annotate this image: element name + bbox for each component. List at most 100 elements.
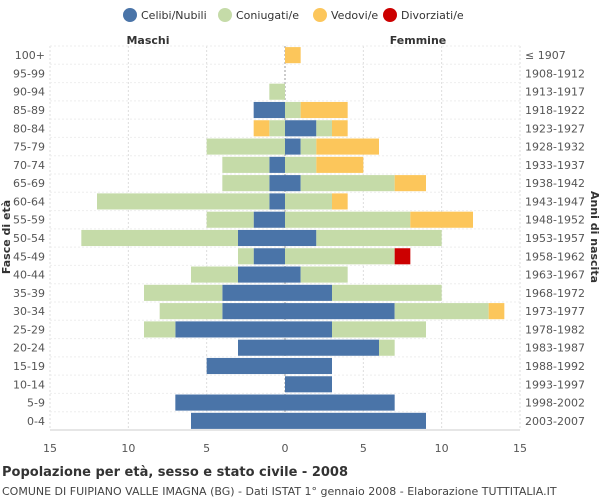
birth-year-labels: ≤ 1907 1908-1912 1913-1917 1918-1922 1923-19…: [525, 49, 585, 428]
bar-female-nubili-19: [285, 394, 395, 411]
bar-female-coniugate-12: [300, 266, 348, 283]
bar-female-coniugate-14: [394, 303, 489, 320]
birth-year-label-4: 1923-1927: [525, 122, 585, 135]
bar-male-celibi-10: [238, 229, 285, 247]
age-label-7: 65-69: [13, 177, 45, 190]
age-label-5: 75-79: [13, 141, 45, 154]
bar-female-vedove-8: [332, 193, 348, 210]
bar-male-coniugati-12: [191, 266, 238, 283]
age-label-8: 60-64: [13, 195, 45, 208]
age-label-0: 100+: [15, 49, 45, 62]
bar-male-coniugati-13: [144, 284, 223, 301]
age-label-14: 30-34: [13, 305, 45, 318]
bar-male-coniugati-11: [238, 248, 254, 265]
birth-year-label-7: 1938-1942: [525, 177, 585, 190]
bar-female-vedove-4: [332, 120, 348, 137]
x-tick-label-2: 5: [203, 442, 210, 455]
bar-female-coniugate-9: [285, 211, 411, 228]
birth-year-label-18: 1993-1997: [525, 378, 585, 391]
chart-title: Popolazione per età, sesso e stato civil…: [2, 465, 348, 480]
bar-female-vedove-7: [394, 175, 426, 192]
birth-year-label-11: 1958-1962: [525, 250, 585, 263]
bar-male-celibi-19: [175, 394, 285, 411]
females-label: Femmine: [390, 34, 447, 47]
bar-male-coniugati-6: [222, 156, 270, 173]
birth-year-label-5: 1928-1932: [525, 141, 585, 154]
bar-male-coniugati-5: [206, 138, 285, 155]
x-tick-label-3: 0: [282, 442, 289, 455]
bar-female-nubili-16: [285, 339, 379, 356]
x-tick-label-5: 10: [435, 442, 449, 455]
birth-year-label-14: 1973-1977: [525, 305, 585, 318]
bar-female-coniugate-4: [316, 120, 332, 137]
age-label-12: 40-44: [13, 269, 45, 282]
bar-male-coniugati-8: [97, 193, 270, 210]
age-label-6: 70-74: [13, 159, 45, 172]
birth-year-label-13: 1968-1972: [525, 287, 585, 300]
age-label-4: 80-84: [13, 122, 45, 135]
legend-label-1: Coniugati/e: [236, 9, 299, 22]
x-tick-label-0: 15: [43, 442, 57, 455]
bar-female-nubili-5: [285, 138, 301, 155]
birth-year-label-15: 1978-1982: [525, 323, 585, 336]
legend-label-3: Divorziati/e: [401, 9, 464, 22]
birth-year-label-10: 1953-1957: [525, 232, 585, 245]
bar-female-vedove-3: [300, 101, 348, 119]
bar-female-vedove-14: [488, 303, 505, 320]
birth-year-label-3: 1918-1922: [525, 104, 585, 117]
bar-female-nubili-7: [285, 175, 301, 192]
birth-year-label-12: 1963-1967: [525, 269, 585, 282]
birth-year-label-0: ≤ 1907: [525, 49, 566, 62]
bar-female-vedove-9: [410, 211, 473, 228]
bar-female-nubili-13: [285, 284, 332, 301]
bar-female-coniugate-10: [316, 229, 442, 247]
bar-female-coniugate-15: [332, 321, 426, 338]
birth-year-label-1: 1908-1912: [525, 67, 585, 80]
bar-male-celibi-8: [269, 193, 285, 210]
y-axis-title-left: Fasce di età: [0, 200, 13, 274]
bars: [81, 47, 505, 429]
bar-female-coniugate-7: [300, 175, 395, 192]
bar-female-nubili-14: [285, 303, 395, 320]
age-label-17: 15-19: [13, 360, 45, 373]
legend-label-0: Celibi/Nubili: [141, 9, 207, 22]
bar-male-coniugati-14: [159, 303, 223, 320]
bar-male-celibi-6: [269, 156, 285, 173]
legend: Celibi/Nubili Coniugati/e Vedovi/e Divorzia…: [123, 8, 464, 22]
age-label-19: 5-9: [27, 397, 45, 410]
birth-year-label-20: 2003-2007: [525, 415, 585, 428]
y-axis-title-right: Anni di nascita: [588, 191, 600, 283]
chart-subtitle: COMUNE DI FUIPIANO VALLE IMAGNA (BG) - D…: [2, 485, 557, 498]
age-label-10: 50-54: [13, 232, 45, 245]
age-label-15: 25-29: [13, 323, 45, 336]
legend-swatch-2: [313, 8, 327, 22]
males-label: Maschi: [126, 34, 169, 47]
legend-swatch-1: [218, 8, 232, 22]
bar-male-coniugati-9: [206, 211, 254, 228]
legend-swatch-0: [123, 8, 137, 22]
age-label-3: 85-89: [13, 104, 45, 117]
age-label-16: 20-24: [13, 342, 45, 355]
age-label-11: 45-49: [13, 250, 45, 263]
bar-female-nubili-15: [285, 321, 332, 338]
bar-male-celibi-14: [222, 303, 285, 320]
birth-year-label-17: 1988-1992: [525, 360, 585, 373]
bar-female-coniugate-16: [379, 339, 395, 356]
age-label-2: 90-94: [13, 86, 45, 99]
bar-female-nubili-4: [285, 120, 317, 137]
bar-male-celibi-7: [269, 175, 285, 192]
birth-year-label-6: 1933-1937: [525, 159, 585, 172]
bar-male-celibi-12: [238, 266, 285, 283]
bar-male-celibi-11: [253, 248, 285, 265]
age-label-20: 0-4: [27, 415, 45, 428]
x-axis-labels: 15 10 5 0 5 10 15: [43, 442, 527, 455]
bar-female-coniugate-3: [285, 101, 301, 119]
age-label-9: 55-59: [13, 214, 45, 227]
bar-female-nubili-10: [285, 229, 317, 247]
bar-female-coniugate-8: [285, 193, 332, 210]
birth-year-label-8: 1943-1947: [525, 195, 585, 208]
birth-year-label-2: 1913-1917: [525, 86, 585, 99]
bar-male-coniugati-15: [144, 321, 176, 338]
bar-female-nubili-12: [285, 266, 301, 283]
